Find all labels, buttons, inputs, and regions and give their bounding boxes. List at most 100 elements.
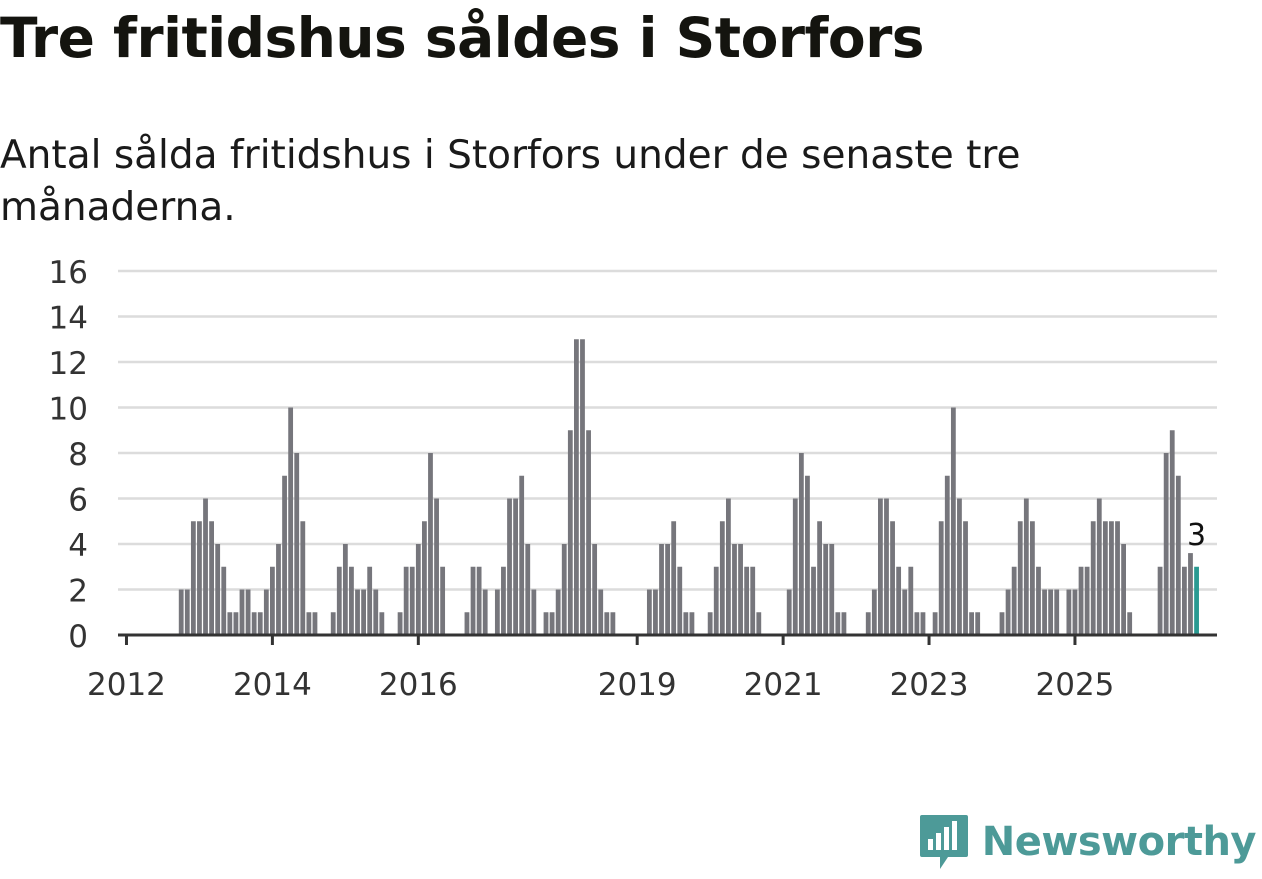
bar [349,566,354,635]
bar [823,544,829,635]
y-tick-label: 14 [49,301,88,337]
bar [1078,566,1084,635]
bar [592,544,598,635]
bar [373,589,379,635]
bar [342,544,348,635]
bar [713,566,719,635]
annotations: 3 [1187,518,1206,553]
bar [865,612,871,635]
bar [610,612,616,635]
bar [841,612,847,635]
bar [689,612,695,635]
y-axis-tick-labels: 0 2 4 6 8 10 12 14 16 [49,255,88,655]
y-tick-label: 0 [68,619,88,655]
bar [245,589,251,635]
bar [294,453,300,635]
bar [239,589,245,635]
bar [519,475,525,635]
last-value-label: 3 [1187,518,1206,553]
bar [233,612,239,635]
bar [525,544,531,635]
bar [1072,589,1078,635]
x-tick-label: 2016 [379,667,458,703]
y-tick-label: 2 [68,574,88,610]
y-tick-label: 12 [49,346,88,382]
brand-logo: Newsworthy [918,813,1257,871]
x-tick-label: 2023 [890,667,969,703]
bar [215,544,221,635]
bar [798,453,804,635]
bar [355,589,360,635]
bar [476,566,482,635]
bar [1175,475,1181,635]
bar [555,589,561,635]
bar [732,544,737,635]
bar [1066,589,1072,635]
bar [932,612,938,635]
bar [330,612,336,635]
y-tick-label: 10 [49,392,88,428]
bar [786,589,792,635]
bar [494,589,500,635]
chart-subtitle: Antal sålda fritidshus i Storfors under … [0,133,1021,230]
bar [1096,498,1102,635]
bar [276,544,281,635]
bar [908,566,914,635]
bar [659,544,664,635]
bar [227,612,233,635]
bar [190,521,196,635]
bar [719,521,725,635]
bar [403,566,409,635]
bar [902,589,908,635]
bar [567,430,573,635]
bar [586,430,591,635]
bar [379,612,385,635]
bar [415,544,421,635]
bar [1030,521,1035,635]
bar [409,566,415,635]
bar [653,589,658,635]
bar [300,521,306,635]
bar [257,612,263,635]
bar [829,544,835,635]
bar [507,498,512,635]
bar [1017,521,1023,635]
bar [890,521,895,635]
bar [671,521,677,635]
bar [513,498,518,635]
y-tick-label: 4 [68,528,88,564]
bar [1084,566,1090,635]
bar [178,589,184,635]
bar [665,544,670,635]
bar [1036,566,1041,635]
bar [975,612,981,635]
bar [1157,566,1163,635]
bar [1109,521,1114,635]
y-tick-label: 8 [68,437,88,473]
bar [896,566,902,635]
bar [598,589,604,635]
bar [1090,521,1096,635]
bar [440,566,446,635]
bar [531,589,537,635]
bar [336,566,342,635]
bar [805,475,810,635]
bar [920,612,926,635]
bars [178,339,1199,635]
bar-highlight [1194,566,1199,635]
bar [1102,521,1108,635]
bar [750,566,756,635]
bar [871,589,877,635]
x-tick-label: 2014 [233,667,312,703]
bar [1163,453,1169,635]
bar [1011,566,1017,635]
bar [1054,589,1060,635]
bar [1023,498,1029,635]
bar [464,612,470,635]
bar [434,498,439,635]
x-tick-label: 2021 [744,667,823,703]
bar [543,612,549,635]
bar [312,612,318,635]
bar [397,612,403,635]
bar [707,612,713,635]
